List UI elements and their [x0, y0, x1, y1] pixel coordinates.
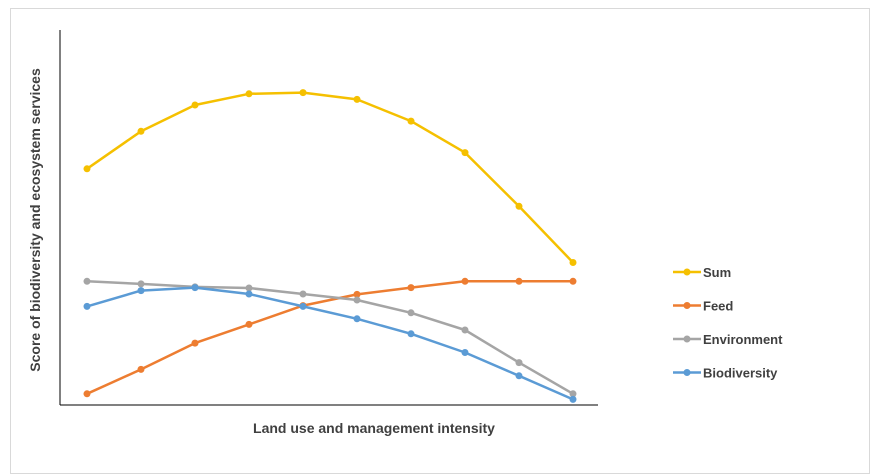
data-point-biodiversity	[245, 290, 253, 298]
data-point-environment	[353, 296, 361, 304]
data-point-feed	[569, 277, 577, 285]
data-point-biodiversity	[569, 395, 577, 403]
legend-marker-sum	[683, 268, 691, 276]
data-point-sum	[569, 259, 577, 266]
legend-marker-environment	[683, 335, 691, 343]
series-sum	[83, 89, 577, 266]
data-point-biodiversity	[299, 302, 307, 310]
data-point-feed	[461, 277, 469, 285]
data-point-feed	[83, 390, 91, 398]
data-point-biodiversity	[191, 284, 199, 292]
legend-marker-feed	[683, 302, 691, 309]
series-environment	[83, 277, 577, 398]
data-point-sum	[461, 149, 469, 157]
data-point-environment	[461, 326, 469, 334]
series-line-sum	[86, 91, 574, 264]
legend: Sum Feed Environment Biodiversity	[673, 265, 783, 381]
data-point-environment	[515, 359, 523, 367]
data-point-feed	[191, 339, 199, 347]
series-line-biodiversity	[86, 286, 574, 401]
data-point-sum	[515, 202, 523, 210]
data-point-environment	[137, 280, 145, 288]
legend-label-sum: Sum	[703, 265, 731, 280]
data-point-sum	[83, 165, 91, 173]
data-point-sum	[299, 89, 307, 97]
chart-frame	[10, 8, 870, 474]
y-axis-title: Score of biodiversity and ecosystem serv…	[27, 68, 43, 372]
data-point-biodiversity	[461, 349, 469, 356]
data-point-feed	[353, 290, 361, 298]
data-point-sum	[191, 101, 199, 109]
legend-label-biodiversity: Biodiversity	[703, 366, 778, 381]
legend-label-environment: Environment	[703, 332, 783, 347]
data-point-biodiversity	[515, 372, 523, 380]
data-point-environment	[407, 309, 415, 317]
legend-label-feed: Feed	[703, 299, 733, 314]
data-point-biodiversity	[353, 315, 361, 323]
data-point-sum	[245, 90, 253, 98]
axes	[59, 30, 598, 406]
series-line-feed	[86, 280, 573, 395]
legend-item-biodiversity: Biodiversity	[673, 366, 778, 381]
data-point-environment	[245, 284, 253, 292]
data-point-environment	[299, 290, 307, 298]
data-point-biodiversity	[83, 302, 91, 310]
data-point-environment	[83, 277, 91, 285]
data-point-feed	[515, 277, 523, 285]
legend-item-sum: Sum	[673, 265, 731, 280]
x-axis-title: Land use and management intensity	[253, 420, 495, 436]
data-point-sum	[407, 117, 415, 125]
data-point-feed	[137, 365, 145, 373]
data-point-biodiversity	[407, 330, 415, 338]
legend-item-feed: Feed	[673, 299, 733, 314]
data-point-environment	[569, 390, 577, 398]
data-point-biodiversity	[137, 287, 145, 295]
series-feed	[83, 277, 577, 398]
data-point-sum	[353, 95, 361, 103]
data-point-sum	[137, 127, 145, 135]
series-layer	[83, 89, 577, 403]
series-line-environment	[86, 280, 574, 395]
data-point-feed	[407, 284, 415, 292]
data-point-feed	[245, 320, 253, 328]
legend-marker-biodiversity	[683, 369, 691, 376]
series-biodiversity	[83, 284, 577, 403]
legend-item-environment: Environment	[673, 332, 783, 347]
